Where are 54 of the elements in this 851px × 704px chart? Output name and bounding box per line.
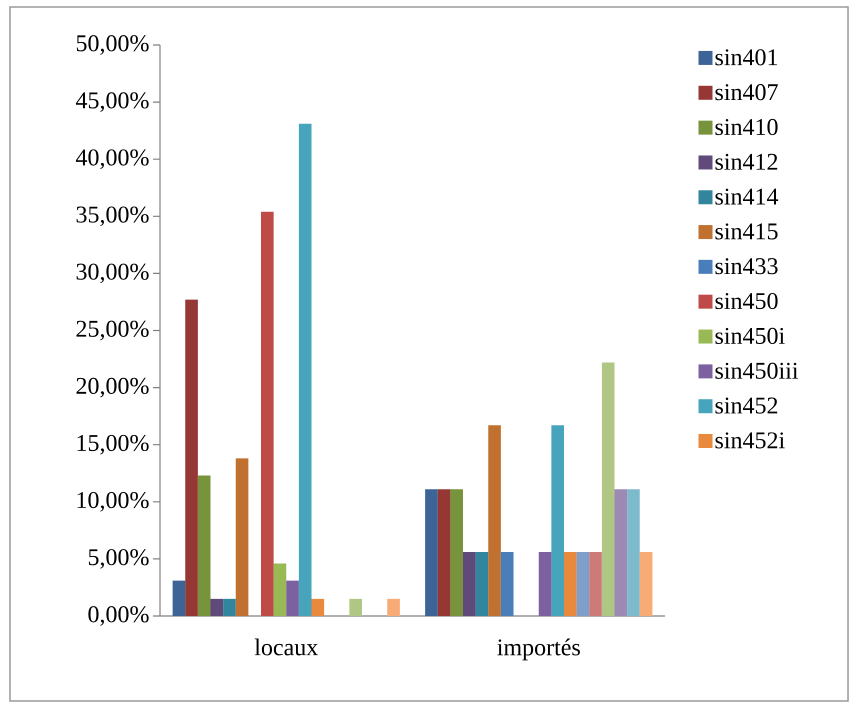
- bar: [551, 425, 564, 616]
- legend-label: sin407: [715, 84, 778, 100]
- legend-label: sin433: [715, 258, 778, 274]
- legend-label: sin450iii: [715, 362, 798, 379]
- bar: [450, 489, 464, 616]
- bar: [463, 552, 476, 616]
- bar: [286, 580, 299, 616]
- bar: [387, 598, 400, 616]
- y-tick-label: 5,00%: [88, 549, 149, 569]
- bar: [312, 598, 324, 616]
- y-tick-label: 15,00%: [78, 434, 149, 455]
- bar: [627, 489, 640, 616]
- bar: [576, 552, 590, 616]
- legend-label: sin452: [715, 398, 778, 414]
- legend-label: sin412: [715, 154, 778, 170]
- legend-label: sin414: [715, 188, 778, 205]
- bar: [223, 598, 236, 616]
- bar: [261, 212, 274, 616]
- y-tick-label: 20,00%: [76, 378, 149, 398]
- bar: [236, 458, 248, 616]
- y-tick-label: 30,00%: [76, 264, 149, 284]
- bar: [185, 300, 198, 616]
- bar: [500, 552, 514, 616]
- bar: [274, 563, 286, 616]
- y-tick-label: 50,00%: [76, 35, 149, 55]
- legend-label: sin450: [715, 292, 778, 310]
- legend-label: sin452i: [715, 432, 785, 448]
- bar: [564, 552, 577, 616]
- bar: [349, 598, 362, 616]
- bar: [438, 489, 450, 616]
- bar: [640, 552, 652, 616]
- bar: [614, 489, 628, 616]
- y-tick-label: 45,00%: [76, 92, 149, 112]
- bar: [298, 124, 312, 616]
- bar: [210, 598, 224, 616]
- bar: [538, 552, 552, 616]
- bar: [589, 552, 602, 616]
- bar: [602, 362, 615, 616]
- legend-label: sin401: [715, 49, 778, 66]
- y-tick-label: 40,00%: [76, 149, 149, 170]
- y-tick-label: 25,00%: [76, 320, 149, 340]
- bar: [488, 425, 501, 616]
- y-tick-label: 35,00%: [76, 206, 149, 226]
- bar: [425, 489, 438, 616]
- y-tick-label: 0,00%: [88, 606, 149, 626]
- x-tick-label: locaux: [254, 638, 318, 656]
- bar: [198, 476, 210, 616]
- y-tick-label: 10,00%: [78, 492, 149, 512]
- bar: [476, 552, 488, 616]
- legend-label: sin415: [715, 223, 778, 240]
- bar: [172, 580, 186, 616]
- legend-label: sin450i: [715, 328, 785, 344]
- legend-label: sin410: [715, 118, 778, 136]
- x-tick-label: importés: [497, 638, 580, 660]
